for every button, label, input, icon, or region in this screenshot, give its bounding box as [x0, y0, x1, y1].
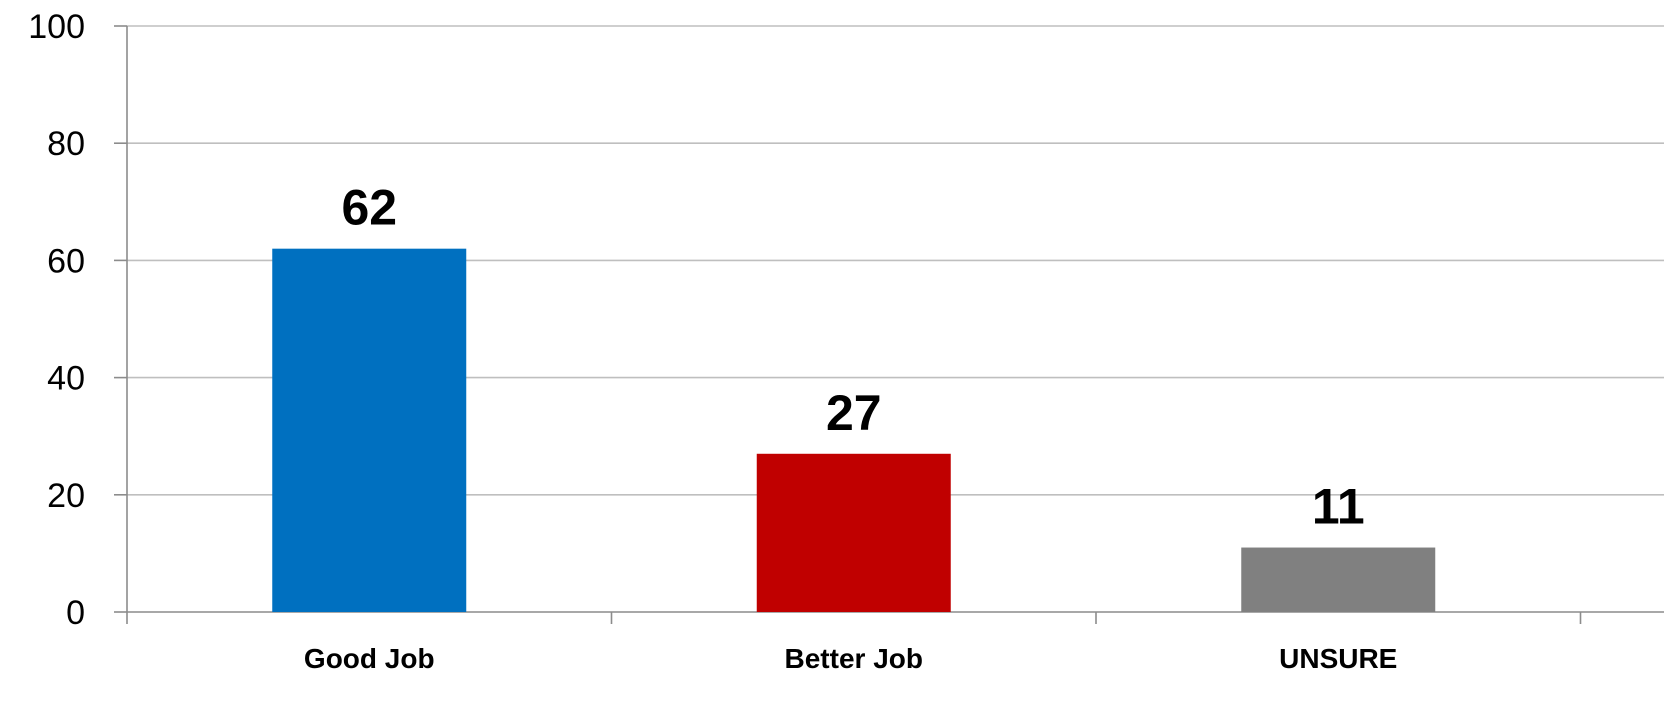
bar-unsure — [1241, 547, 1436, 612]
bar-better-job — [756, 453, 951, 612]
x-tick-label: Better Job — [785, 643, 923, 674]
y-tick-label: 0 — [66, 594, 85, 632]
y-tick-label: 40 — [47, 360, 85, 398]
x-tick-label: UNSURE — [1279, 643, 1397, 674]
y-tick-label: 80 — [47, 125, 85, 163]
bar-good-job — [272, 248, 467, 612]
data-label: 27 — [826, 385, 882, 441]
y-tick-label: 20 — [47, 477, 85, 515]
bars — [272, 248, 1436, 612]
labels: 0 20 40 60 80 100 62 Good Job 27 Better Job 11 UNSU… — [28, 8, 1397, 674]
y-tick-label: 60 — [47, 242, 85, 280]
x-tick-label: Good Job — [304, 643, 435, 674]
data-label: 11 — [1312, 479, 1365, 535]
data-label: 62 — [341, 180, 397, 236]
y-tick-label: 100 — [28, 8, 85, 46]
